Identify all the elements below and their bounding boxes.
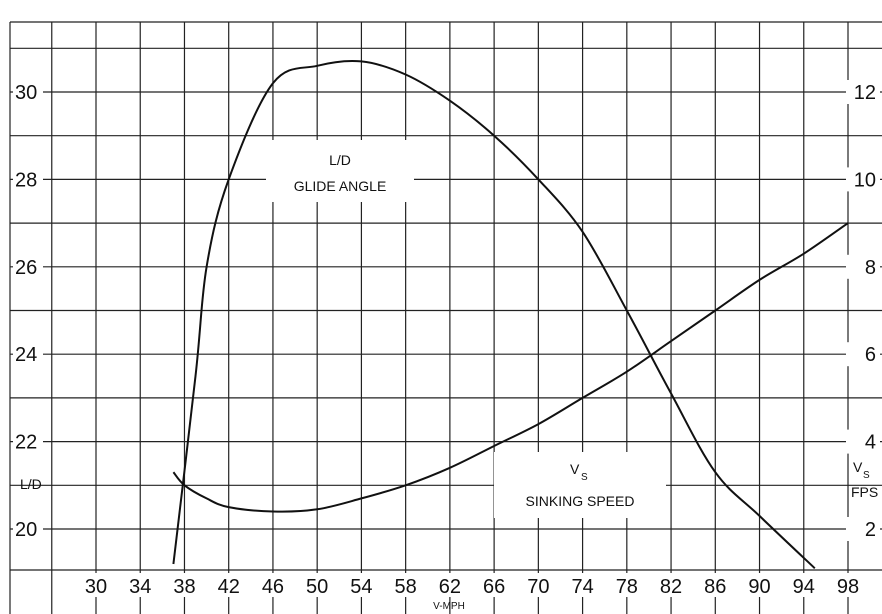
- x-tick-bg: [787, 573, 820, 597]
- annotations: L/D GLIDE ANGLE V S SINKING SPEED L/D V …: [20, 140, 878, 612]
- x-tick-label: 50: [306, 576, 328, 598]
- x-tick-label: 30: [85, 576, 107, 598]
- ld-label-bg: [266, 140, 414, 202]
- x-tick-label: 66: [483, 576, 505, 598]
- vs-annotation-main: V: [570, 461, 580, 477]
- right-tick-label: 2: [865, 519, 876, 541]
- left-tick-bg: [13, 167, 43, 192]
- grid: [9, 21, 882, 614]
- left-tick-label: 30: [15, 82, 37, 104]
- left-tick-bg: [13, 80, 43, 104]
- x-tick-label: 62: [439, 576, 461, 598]
- x-tick-label: 58: [395, 576, 417, 598]
- x-tick-bg: [522, 573, 555, 597]
- ld-annotation-line2: GLIDE ANGLE: [294, 178, 387, 194]
- x-tick-label: 42: [218, 576, 240, 598]
- x-tick-label: 70: [527, 576, 549, 598]
- x-tick-bg: [433, 573, 466, 597]
- left-tick-bg: [13, 517, 43, 541]
- right-tick-bg: [846, 254, 880, 279]
- left-tick-label: 28: [15, 169, 37, 191]
- right-tick-bg: [846, 167, 880, 192]
- x-tick-bg: [389, 573, 422, 597]
- right-tick-label: 10: [854, 169, 876, 191]
- right-tick-bg: [846, 429, 880, 454]
- x-tick-bg: [212, 573, 245, 597]
- left-tick-label: 26: [15, 257, 37, 279]
- x-tick-bg: [80, 573, 112, 597]
- x-tick-label: 90: [748, 576, 770, 598]
- x-tick-label: 94: [793, 576, 815, 598]
- x-tick-bg: [124, 573, 157, 597]
- x-tick-bg: [655, 573, 688, 597]
- left-tick-bg: [13, 429, 43, 454]
- right-tick-bg: [846, 80, 880, 104]
- x-tick-bg: [743, 573, 776, 597]
- ld-curve: [172, 59, 816, 570]
- x-tick-bg: [566, 573, 599, 597]
- x-tick-bg: [256, 573, 289, 597]
- right-axis-label-unit: FPS: [851, 484, 878, 500]
- right-tick-label: 6: [865, 344, 876, 366]
- x-tick-label: 86: [704, 576, 726, 598]
- vs-annotation-sub: S: [581, 472, 588, 483]
- x-tick-bg: [345, 573, 378, 597]
- right-tick-label: 12: [854, 82, 876, 104]
- right-axis-label-main: V: [853, 459, 863, 475]
- vs-label-bg: [494, 452, 666, 518]
- curves: [172, 59, 849, 570]
- left-tick-label: 22: [15, 432, 37, 454]
- x-tick-label: 46: [262, 576, 284, 598]
- right-tick-bg: [846, 342, 880, 367]
- x-tick-bg: [832, 573, 864, 597]
- x-tick-label: 98: [837, 576, 859, 598]
- left-tick-label: 20: [15, 519, 37, 541]
- x-tick-label: 54: [350, 576, 372, 598]
- left-axis-label: L/D: [20, 476, 42, 492]
- x-tick-bg: [699, 573, 732, 597]
- x-tick-label: 82: [660, 576, 682, 598]
- right-tick-label: 8: [865, 257, 876, 279]
- x-tick-bg: [168, 573, 201, 597]
- vs-annotation-line2: SINKING SPEED: [526, 493, 635, 509]
- x-tick-bg: [301, 573, 334, 597]
- x-tick-label: 78: [616, 576, 638, 598]
- sinking-speed-curve: [172, 222, 849, 513]
- left-tick-label: 24: [15, 344, 37, 366]
- left-tick-bg: [13, 342, 43, 367]
- right-tick-label: 4: [865, 432, 876, 454]
- x-tick-bg: [478, 573, 511, 597]
- x-axis-label: V-MPH: [433, 601, 465, 612]
- right-axis-label-sub: S: [863, 470, 870, 481]
- left-tick-bg: [13, 254, 43, 279]
- ld-annotation-line1: L/D: [329, 152, 351, 168]
- x-tick-label: 74: [571, 576, 593, 598]
- x-tick-label: 34: [129, 576, 151, 598]
- x-tick-label: 38: [173, 576, 195, 598]
- right-tick-bg: [846, 517, 880, 541]
- x-tick-bg: [610, 573, 643, 597]
